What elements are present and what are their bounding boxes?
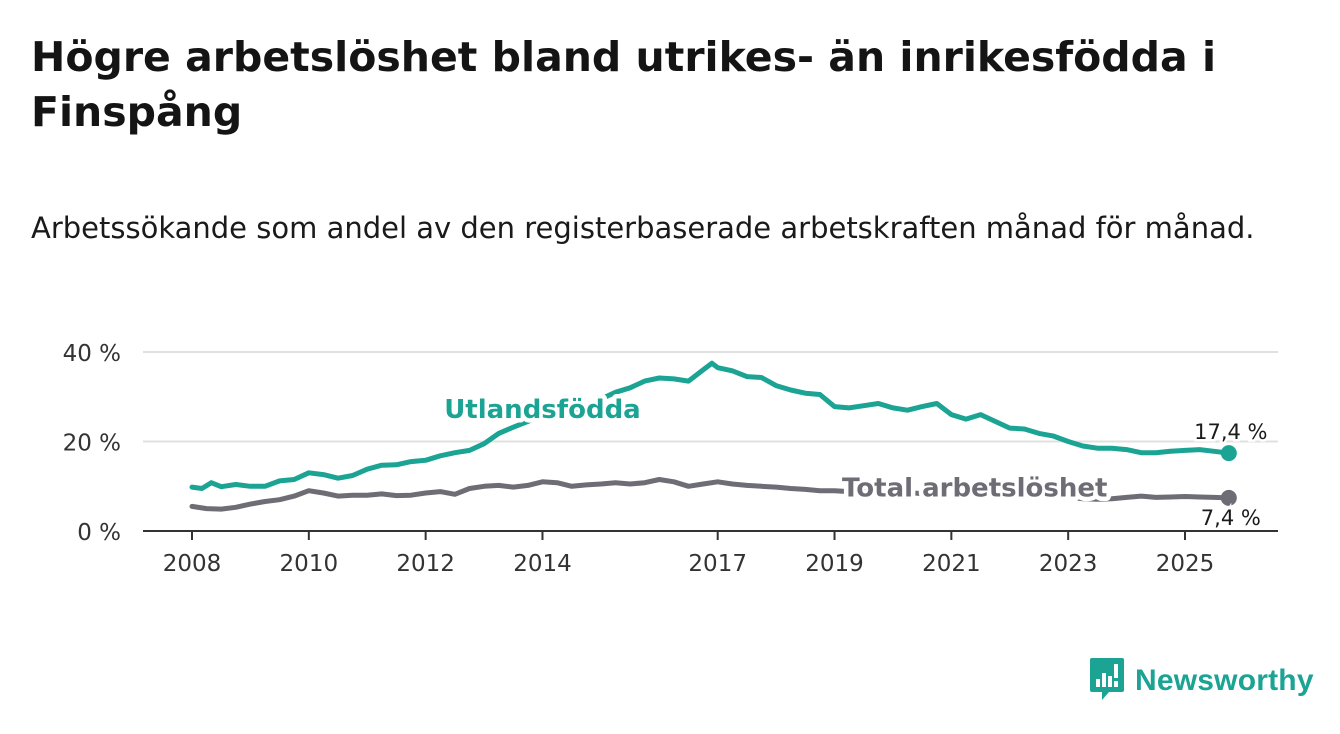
y-tick-label: 0 % <box>77 520 121 546</box>
x-tick-label: 2021 <box>922 551 981 577</box>
x-tick-label: 2012 <box>396 551 455 577</box>
end-value-label: 17,4 % <box>1194 420 1267 444</box>
chart-labels: 7,4 % 17,4 % Utlandsfödda Total arbetslöshe… <box>440 390 1270 532</box>
x-tick-label: 2023 <box>1039 551 1098 577</box>
x-tick-label: 2017 <box>688 551 747 577</box>
x-tick-label: 2019 <box>805 551 864 577</box>
brand-name: Newsworthy <box>1135 664 1314 697</box>
x-tick-label: 2010 <box>280 551 339 577</box>
y-tick-label: 40 % <box>63 341 121 367</box>
x-tick-label: 2014 <box>513 551 572 577</box>
x-tick-label: 2008 <box>163 551 222 577</box>
series-label-total-arbetsloshet: Total arbetslöshet <box>842 473 1107 503</box>
series-lines <box>189 360 1237 512</box>
x-tick-label: 2025 <box>1156 551 1215 577</box>
series-line-total-arbetsloshet <box>189 477 1232 512</box>
end-marker-total-arbetsloshet <box>1220 489 1237 506</box>
chart-subtitle: Arbetssökande som andel av den registerb… <box>31 211 1255 245</box>
series-label-utlandsfodda: Utlandsfödda <box>444 395 641 425</box>
y-tick-label: 20 % <box>63 431 121 457</box>
end-marker-utlandsfodda <box>1220 445 1237 462</box>
axes: 0 % 20 % 40 % 2008 2010 2012 2014 2017 2019 2021 2… <box>63 341 1278 577</box>
grid-lines <box>143 351 1278 443</box>
end-value-label: 7,4 % <box>1201 506 1261 530</box>
series-line-utlandsfodda <box>189 360 1232 491</box>
chart-title: Högre arbetslöshet bland utrikes- än inr… <box>31 33 1216 136</box>
brand: Newsworthy <box>1089 657 1314 705</box>
newsworthy-logo-icon <box>1089 657 1125 705</box>
